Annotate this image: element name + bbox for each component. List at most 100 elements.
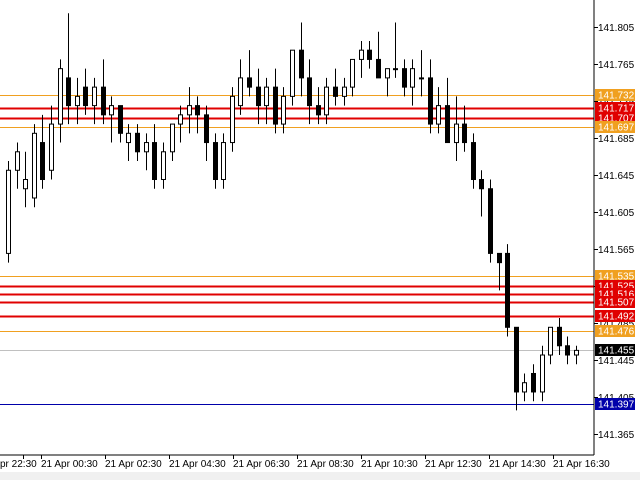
candle-42 (367, 40, 372, 69)
candle-9 (83, 68, 88, 115)
time-label-2: 21 Apr 04:30 (169, 459, 226, 470)
candle-body-up (221, 142, 226, 181)
candle-body-up (126, 132, 131, 144)
price-tag-label: 141.455 (598, 346, 635, 357)
candle-body-up (436, 105, 441, 125)
candle-49 (428, 59, 433, 134)
candle-28 (247, 50, 252, 97)
horizontal-scrollbar[interactable] (0, 472, 640, 480)
candle-body-up (49, 123, 54, 171)
price-axis: 141.805141.765141.725141.685141.645141.6… (594, 23, 635, 441)
price-tag-label: 141.707 (598, 114, 635, 125)
candle-body-up (23, 179, 28, 190)
candle-60 (522, 373, 527, 402)
candle-5 (49, 105, 54, 180)
candle-body-down (204, 114, 209, 144)
price-tag-label: 141.492 (598, 312, 635, 323)
candle-33 (290, 49, 295, 106)
candle-58 (505, 244, 510, 337)
level-price-tag-10: 141.397 (595, 398, 635, 411)
candle-64 (557, 318, 562, 356)
candle-body-down (367, 49, 372, 60)
price-tag-label: 141.507 (598, 298, 635, 309)
candle-23 (204, 105, 209, 162)
candle-body-up (290, 49, 295, 97)
candle-29 (256, 68, 261, 125)
candle-36 (316, 87, 321, 125)
candle-37 (324, 77, 329, 125)
candle-body-down (488, 188, 493, 254)
price-tick-label-4: 141.645 (598, 171, 635, 182)
candle-21 (187, 87, 192, 134)
candle-body-down (307, 77, 312, 107)
candle-48 (419, 50, 424, 97)
candle-40 (350, 58, 355, 97)
candle-body-up (540, 354, 545, 393)
candle-41 (359, 40, 364, 78)
plot-background (0, 0, 594, 455)
candle-body-down (135, 132, 140, 153)
candle-body-down (471, 142, 476, 181)
candle-body-up (6, 169, 11, 254)
current-price-tag: 141.455 (595, 344, 635, 357)
candle-body-up (230, 95, 235, 144)
candle-51 (445, 77, 450, 144)
candle-body-down (402, 68, 407, 88)
candle-body-down (66, 77, 71, 107)
candle-body-up (454, 123, 459, 144)
candle-body-down (273, 86, 278, 125)
time-label-0: 21 Apr 00:30 (41, 459, 98, 470)
candle-body-up (385, 68, 390, 79)
candle-body-down (83, 86, 88, 107)
candle-3 (32, 124, 37, 208)
candle-body-down (531, 372, 536, 393)
level-price-tag-8: 141.492 (595, 310, 635, 323)
candle-24 (213, 133, 218, 189)
level-price-tag-3: 141.697 (595, 121, 635, 134)
price-tag-bg (595, 296, 635, 308)
candle-8 (75, 77, 80, 125)
candle-body-down (565, 345, 570, 356)
candle-61 (531, 364, 536, 402)
candle-59 (514, 326, 519, 411)
time-label-4: 21 Apr 08:30 (297, 459, 354, 470)
price-tag-label: 141.476 (598, 327, 635, 338)
price-tag-bg (595, 325, 635, 337)
price-tick-label-9: 141.445 (598, 356, 635, 367)
level-price-tag-4: 141.535 (595, 270, 635, 283)
candle-body-down (256, 86, 261, 107)
candle-43 (376, 31, 381, 79)
candle-32 (281, 87, 286, 134)
candle-body-down (299, 49, 304, 79)
candle-1 (15, 142, 20, 189)
candle-54 (471, 133, 476, 189)
candle-63 (548, 326, 553, 365)
candle-body-down (462, 123, 467, 144)
price-tag-label: 141.516 (598, 290, 635, 301)
price-tag-label: 141.732 (598, 91, 635, 102)
candle-body-up (419, 77, 424, 80)
candle-body-up (178, 114, 183, 125)
price-tag-bg (595, 102, 635, 114)
candle-body-up (170, 123, 175, 153)
candle-14 (126, 124, 131, 162)
price-tag-label: 141.525 (598, 282, 635, 293)
candle-2 (23, 151, 28, 208)
level-price-tag-0: 141.732 (595, 89, 635, 102)
candle-52 (454, 96, 459, 162)
candle-body-up (359, 49, 364, 60)
candle-35 (307, 59, 312, 125)
candle-body-up (342, 86, 347, 97)
candle-body-up (92, 86, 97, 107)
time-label-3: 21 Apr 06:30 (233, 459, 290, 470)
candle-45 (393, 22, 398, 78)
time-axis[interactable]: pr 22:30 21 Apr 00:30 21 Apr 02:30 21 Apr 0… (0, 455, 610, 470)
candle-body-up (574, 349, 579, 356)
candlesticks (6, 13, 579, 411)
candle-body-up (548, 326, 553, 356)
price-tick-label-3: 141.685 (598, 134, 635, 145)
candle-body-up (264, 86, 269, 107)
candle-body-down (316, 105, 321, 116)
candle-body-down (333, 86, 338, 97)
candle-body-up (281, 95, 286, 125)
